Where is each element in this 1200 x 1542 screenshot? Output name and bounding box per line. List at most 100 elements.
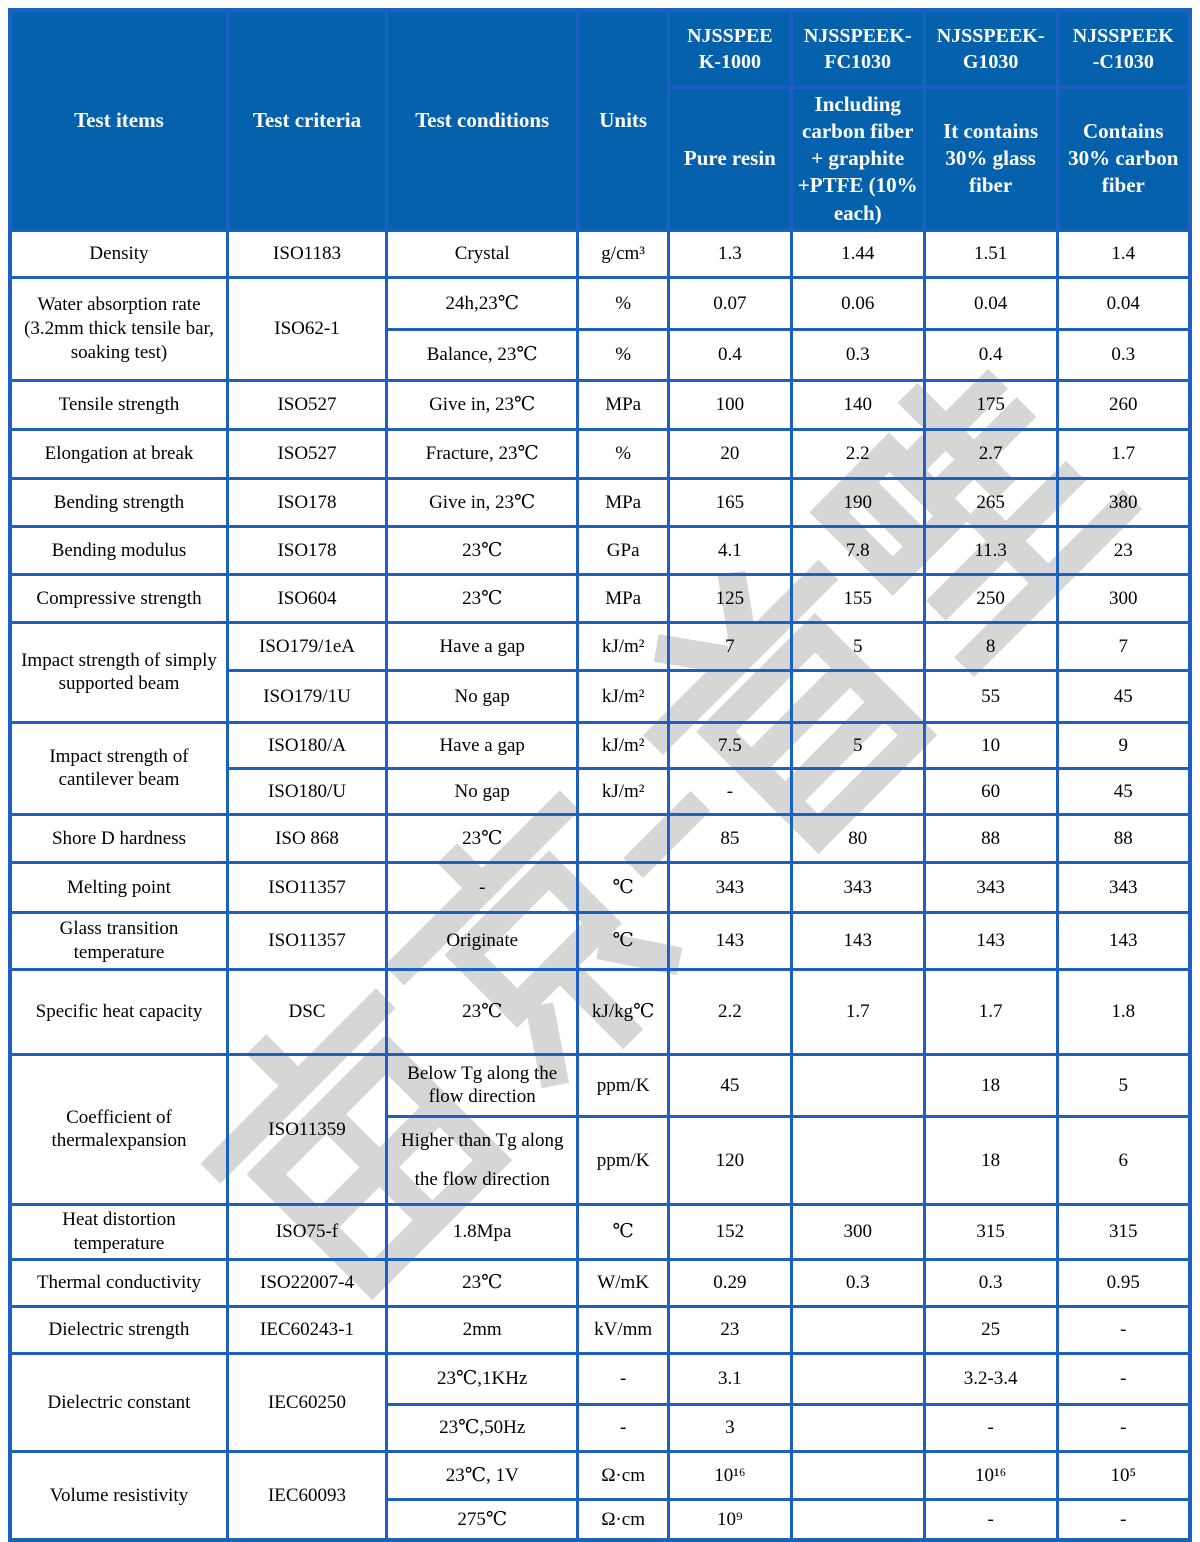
- product-desc-1: Pure resin: [666, 85, 793, 232]
- cell-condition: 24h,23℃: [385, 275, 580, 331]
- cell-condition: 275℃: [385, 1497, 580, 1542]
- table-row: 23℃,50Hz - 3 - -: [10, 1402, 1192, 1453]
- cell-value: 155: [789, 572, 926, 624]
- cell-condition: 23℃,50Hz: [385, 1402, 580, 1453]
- cell-value: 10¹⁶: [666, 1449, 793, 1501]
- cell-value: 315: [1055, 1202, 1192, 1261]
- cell-value: 143: [1055, 910, 1192, 971]
- table-row: Specific heat capacity DSC 23℃ kJ/kg℃ 2.…: [8, 967, 1192, 1056]
- table-row: Tensile strength ISO527 Give in, 23℃ MPa…: [8, 378, 1192, 431]
- cell-value: 5: [789, 720, 926, 770]
- cell-unit: W/mK: [576, 1257, 670, 1308]
- cell-value: 10⁹: [666, 1497, 793, 1542]
- cell-unit: %: [576, 327, 670, 382]
- cell-value: 0.4: [922, 327, 1059, 382]
- cell-unit: MPa: [576, 572, 670, 624]
- table-row: Thermal conductivity ISO22007-4 23℃ W/mK…: [8, 1257, 1192, 1308]
- cell-test-item: Elongation at break: [8, 427, 229, 480]
- col-header-product-2: NJSSPEEK- FC1030: [789, 8, 926, 89]
- cell-value: 343: [922, 860, 1059, 914]
- cell-value: 5: [789, 620, 926, 672]
- table-row: Bending strength ISO178 Give in, 23℃ MPa…: [8, 476, 1192, 528]
- cell-criteria: IEC60250: [225, 1351, 389, 1453]
- cell-test-item: Coefficient of thermalexpansion: [8, 1052, 229, 1206]
- cell-value: [789, 1304, 926, 1355]
- cell-value: 100: [666, 378, 793, 431]
- cell-value: 7: [666, 620, 793, 672]
- table-row: Dielectric constant IEC60250 23℃,1KHz - …: [8, 1351, 1192, 1453]
- col-header-product-1: NJSSPEE K-1000: [666, 8, 793, 89]
- cell-value: 0.07: [666, 275, 793, 331]
- cell-value: 0.04: [1055, 275, 1192, 331]
- cell-value: 6: [1055, 1114, 1192, 1206]
- cell-condition: Have a gap: [385, 620, 580, 672]
- cell-criteria: ISO22007-4: [225, 1257, 389, 1308]
- cell-test-item: Glass transition temperature: [8, 910, 229, 971]
- col-header-test-criteria: Test criteria: [225, 8, 389, 232]
- product-name-line: NJSSPEEK-: [803, 24, 912, 47]
- cell-value: 8: [922, 620, 1059, 672]
- cell-value: 10⁵: [1055, 1449, 1192, 1501]
- product-desc-3: It contains 30% glass fiber: [922, 85, 1059, 232]
- cell-unit: MPa: [576, 476, 670, 528]
- cell-value: 0.95: [1055, 1257, 1192, 1308]
- cell-value: 140: [789, 378, 926, 431]
- datasheet-page: Test items Test criteria Test conditions…: [8, 0, 1192, 1542]
- cell-value: 0.29: [666, 1257, 793, 1308]
- table-row: Elongation at break ISO527 Fracture, 23℃…: [8, 427, 1192, 480]
- cell-test-item: Dielectric strength: [8, 1304, 229, 1355]
- cell-value: -: [1055, 1402, 1192, 1453]
- cell-unit: GPa: [576, 524, 670, 576]
- table-row: Coefficient of thermalexpansion ISO11359…: [8, 1052, 1192, 1206]
- cell-condition: 23℃: [385, 967, 580, 1056]
- cell-criteria: ISO 868: [225, 812, 389, 864]
- cell-value: 0.3: [789, 1257, 926, 1308]
- cell-test-item: Bending modulus: [8, 524, 229, 576]
- cell-value: 0.3: [1055, 327, 1192, 382]
- cell-unit: %: [576, 275, 670, 331]
- cell-value: 11.3: [922, 524, 1059, 576]
- product-desc-4: Contains 30% carbon fiber: [1055, 85, 1192, 232]
- header-row-descriptions: Pure resin Including carbon fiber + grap…: [10, 85, 1192, 232]
- cell-value: 1.7: [789, 967, 926, 1056]
- cell-unit: -: [576, 1402, 670, 1453]
- cell-value: 315: [922, 1202, 1059, 1261]
- cell-condition: No gap: [385, 668, 580, 724]
- cell-value: 260: [1055, 378, 1192, 431]
- cell-value: 60: [922, 766, 1059, 816]
- cell-criteria: IEC60093: [225, 1449, 389, 1542]
- cell-value: 2.2: [789, 427, 926, 480]
- cell-value: 3: [666, 1402, 793, 1453]
- cell-criteria: ISO178: [225, 476, 389, 528]
- cell-test-item: Specific heat capacity: [8, 967, 229, 1056]
- table-row: Volume resistivity IEC60093 23℃, 1V Ω·cm…: [8, 1449, 1192, 1542]
- cell-value: [789, 766, 926, 816]
- header-row-products: Test items Test criteria Test conditions…: [8, 8, 1192, 232]
- cell-value: 80: [789, 812, 926, 864]
- cell-value: 9: [1055, 720, 1192, 770]
- cell-value: 300: [1055, 572, 1192, 624]
- cell-test-item: Dielectric constant: [8, 1351, 229, 1453]
- cell-value: 343: [666, 860, 793, 914]
- cell-unit: kJ/kg℃: [576, 967, 670, 1056]
- cell-value: 85: [666, 812, 793, 864]
- product-name-line: -C1030: [1092, 50, 1154, 73]
- cell-value: 4.1: [666, 524, 793, 576]
- cell-value: [666, 668, 793, 724]
- cell-unit: ℃: [576, 910, 670, 971]
- cell-condition: Have a gap: [385, 720, 580, 770]
- cell-condition: Higher than Tg along the flow direction: [385, 1114, 580, 1206]
- product-name-line: K-1000: [698, 50, 761, 73]
- col-header-units: Units: [576, 8, 670, 232]
- col-header-test-items: Test items: [8, 8, 229, 232]
- product-name-line: NJSSPEEK: [1072, 24, 1174, 47]
- cell-value: 18: [922, 1052, 1059, 1118]
- cell-value: 1.44: [789, 228, 926, 279]
- cell-unit: g/cm³: [576, 228, 670, 279]
- cell-unit: Ω·cm: [576, 1449, 670, 1501]
- cell-criteria: ISO180/U: [225, 766, 389, 816]
- cell-value: 23: [1055, 524, 1192, 576]
- cell-value: 143: [922, 910, 1059, 971]
- cell-condition: No gap: [385, 766, 580, 816]
- cell-value: 1.51: [922, 228, 1059, 279]
